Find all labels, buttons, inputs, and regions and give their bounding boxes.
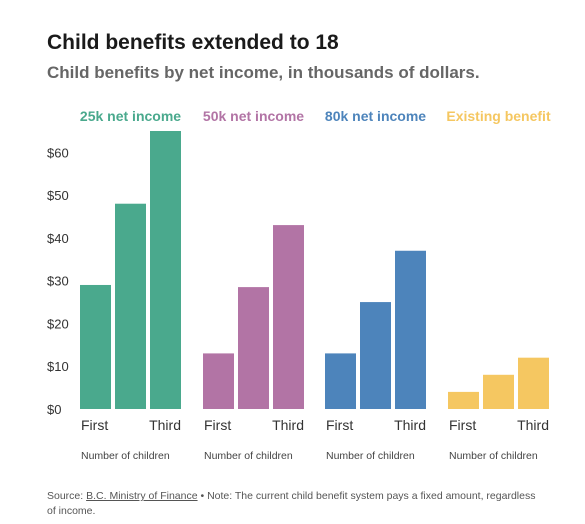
bar	[395, 250, 426, 409]
y-tick-label: $50	[47, 188, 69, 203]
bar	[360, 302, 391, 409]
bar	[150, 131, 181, 409]
x-tick-label: First	[204, 417, 231, 433]
series-label: 50k net income	[203, 108, 304, 124]
bar	[518, 357, 549, 409]
x-tick-label: First	[81, 417, 108, 433]
y-tick-label: $40	[47, 231, 69, 246]
y-tick-label: $30	[47, 274, 69, 289]
x-tick-label: Third	[394, 417, 426, 433]
bar	[448, 391, 479, 409]
bar	[483, 374, 514, 409]
source-note: Source: B.C. Ministry of Finance • Note:…	[47, 489, 547, 519]
y-tick-label: $10	[47, 359, 69, 374]
x-tick-label: Third	[149, 417, 181, 433]
bar	[273, 225, 304, 409]
source-prefix: Source:	[47, 490, 87, 502]
x-tick-label: First	[449, 417, 476, 433]
x-axis-label: Number of children	[204, 450, 293, 462]
bar	[238, 287, 269, 409]
x-axis-label: Number of children	[449, 450, 538, 462]
x-axis-label: Number of children	[81, 450, 170, 462]
y-tick-label: $20	[47, 316, 69, 331]
series-label: 80k net income	[325, 108, 426, 124]
x-tick-label: First	[326, 417, 353, 433]
bar	[115, 203, 146, 409]
chart-title: Child benefits extended to 18	[47, 31, 339, 54]
note-text: • Note: The current child benefit system…	[47, 490, 536, 517]
x-tick-label: Third	[517, 417, 549, 433]
series-label: Existing benefit	[446, 108, 551, 124]
bar-chart: $0 $10 $20 $30 $40 $50 $60 25k net income First T…	[47, 108, 551, 462]
series-label: 25k net income	[80, 108, 181, 124]
y-tick-label: $0	[47, 402, 61, 417]
x-tick-label: Third	[272, 417, 304, 433]
source-link[interactable]: B.C. Ministry of Finance	[86, 490, 198, 502]
x-axis-label: Number of children	[326, 450, 415, 462]
y-tick-label: $60	[47, 145, 69, 160]
bar	[203, 353, 234, 409]
chart-subtitle: Child benefits by net income, in thousan…	[47, 63, 480, 82]
bar	[325, 353, 356, 409]
bar	[80, 284, 111, 409]
